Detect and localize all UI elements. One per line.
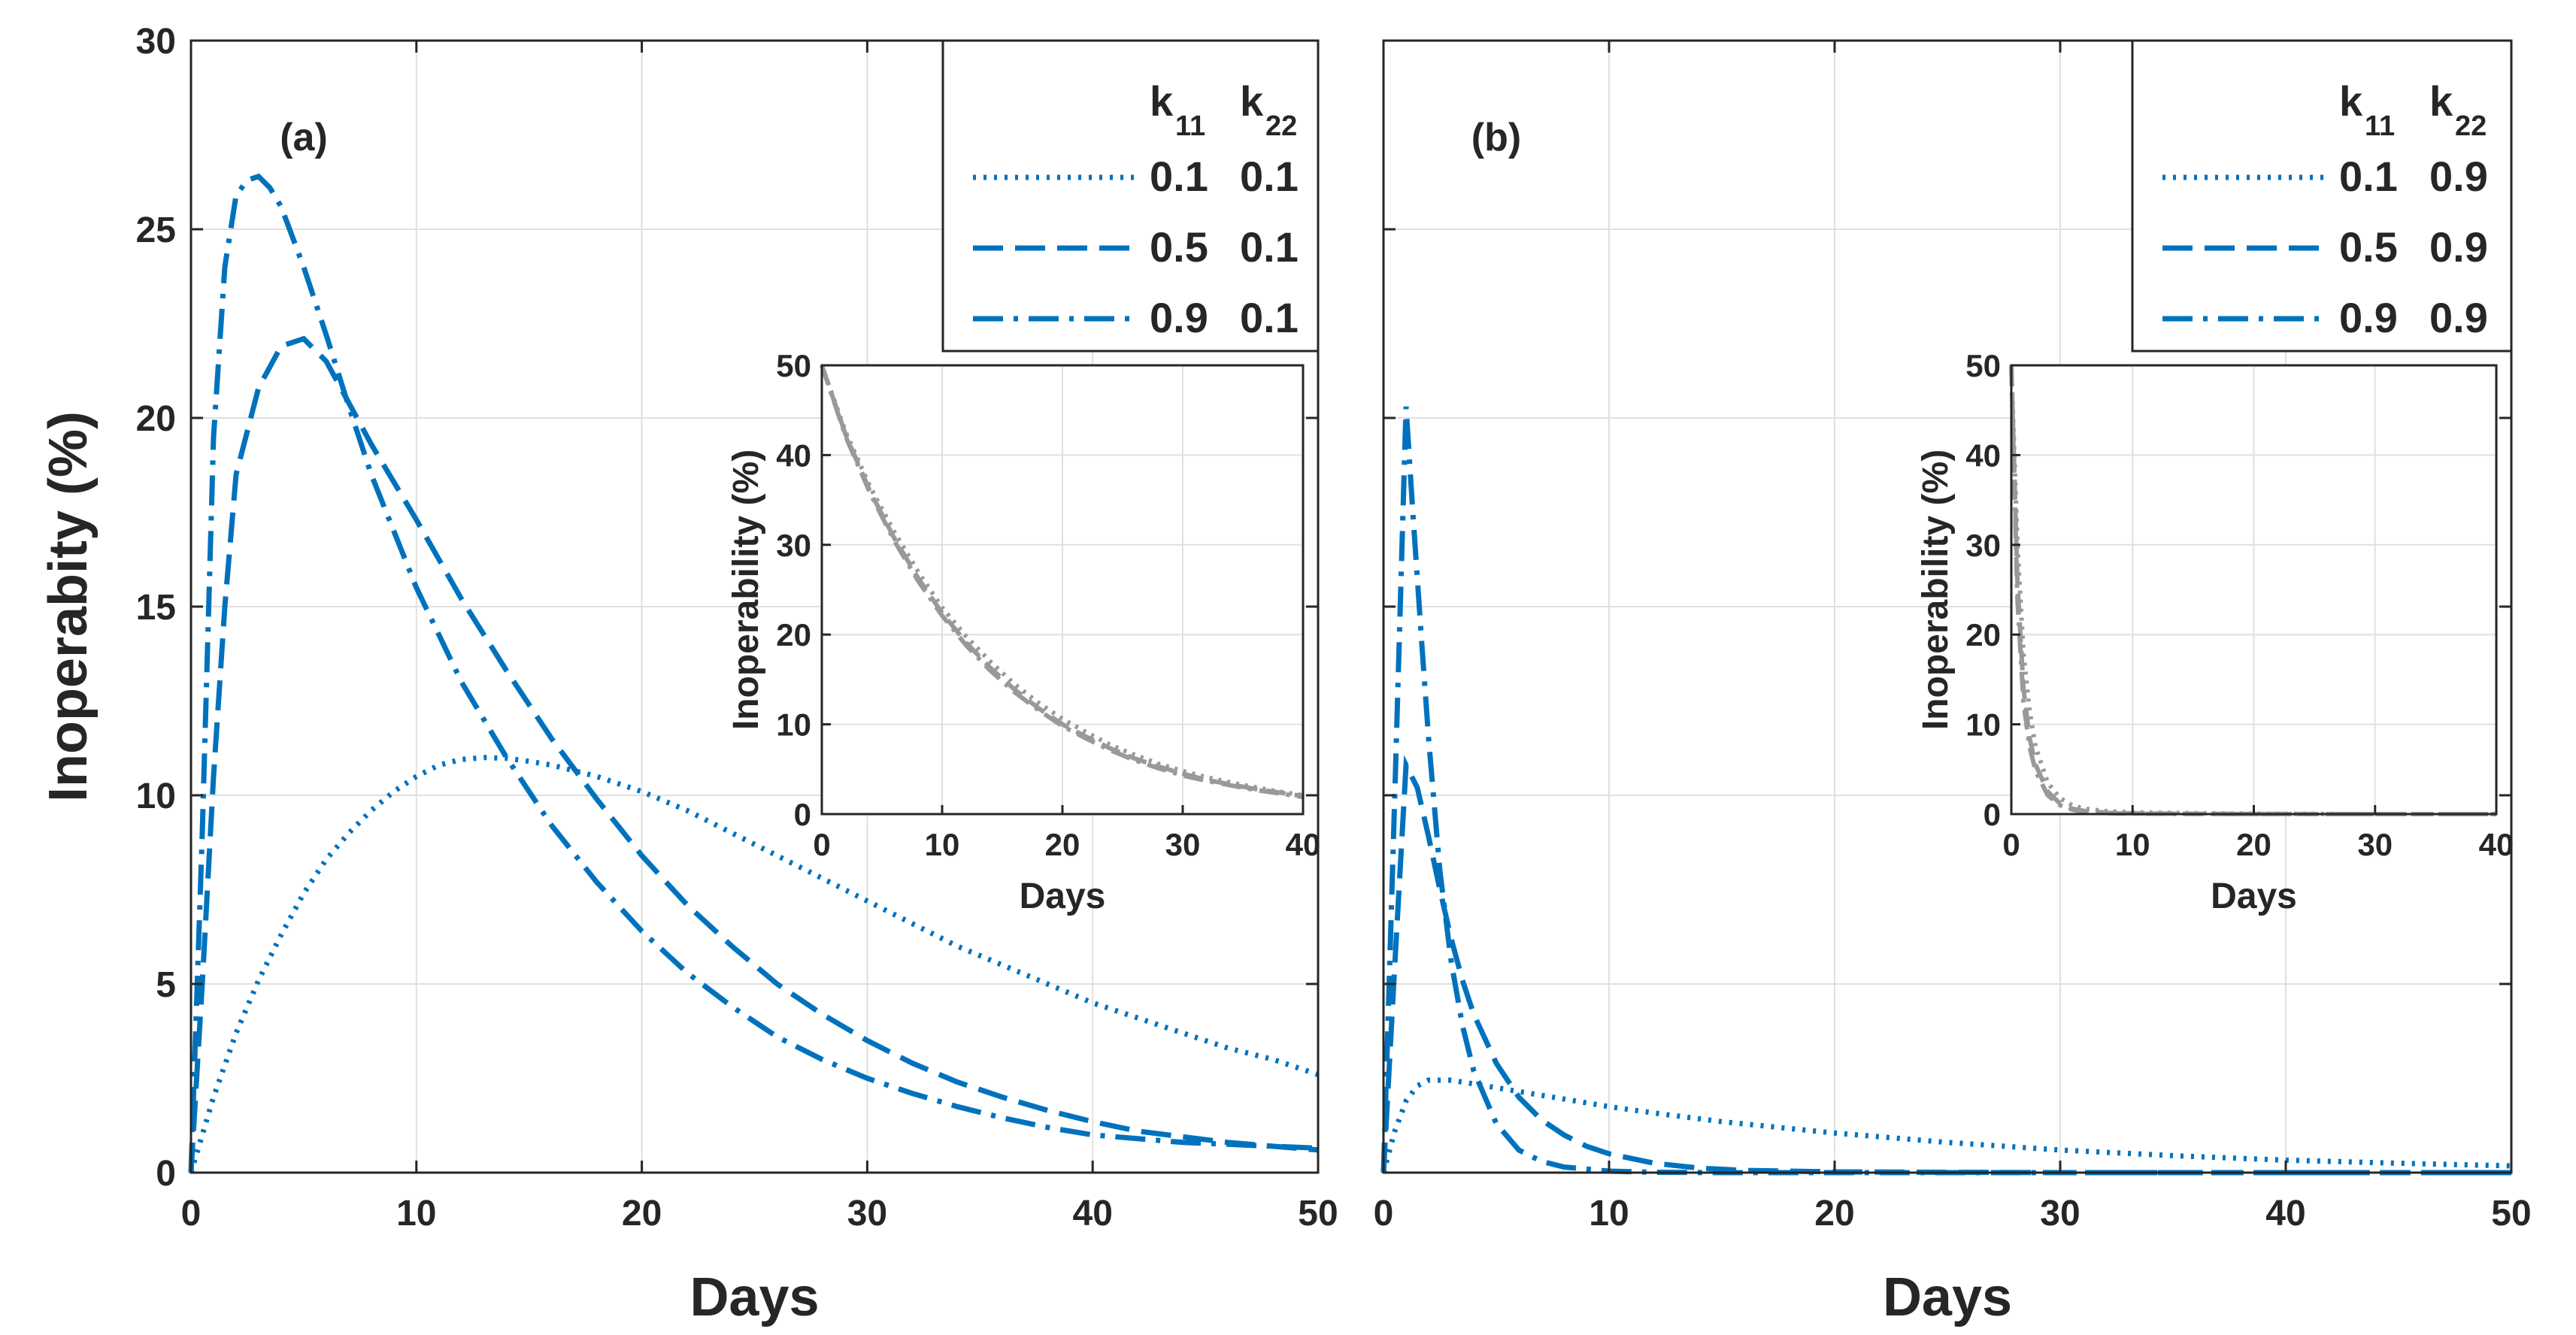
legend-header-sub: 22 [1265,110,1297,142]
y-tick-label: 20 [136,399,176,439]
x-tick-label: 40 [2265,1194,2305,1234]
inset-x-tick-label: 40 [2479,827,2514,862]
legend-box [941,39,1320,353]
x-axis-label: Days [1883,1267,2012,1327]
legend-k11-value: 0.9 [1150,294,1208,341]
inset-x-tick-label: 10 [2115,827,2150,862]
inset-x-tick-label: 30 [2357,827,2393,862]
y-tick-label: 10 [136,776,176,816]
inset-x-tick-label: 20 [2236,827,2271,862]
inset-x-tick-label: 40 [1286,827,1321,862]
legend-header-sub: 22 [2455,110,2487,142]
series-line-dashed [1380,755,2511,1176]
inset-y-tick-label: 30 [1965,528,2001,563]
legend-k22-value: 0.9 [2429,294,2488,341]
inset-y-tick-label: 50 [1965,348,2001,383]
x-tick-label: 50 [1298,1194,1338,1234]
y-tick-label: 5 [156,965,176,1005]
panel-a: 0 10 20 30 40 50 0 5 10 15 20 25 30 Inoperabity (%) Da… [38,22,1338,1327]
x-tick-label: 50 [2491,1194,2531,1234]
legend-box [2131,39,2513,353]
legend-header-sub: 11 [2365,110,2395,142]
y-tick-label: 15 [136,588,176,628]
x-tick-label: 20 [622,1194,662,1234]
inset-chart: 0 10 20 30 40 0 10 20 30 40 50 Days Inoperability (%… [726,348,1320,916]
inset-y-tick-label: 0 [794,797,811,832]
legend-k11-value: 0.5 [1150,223,1208,271]
x-tick-label: 0 [1374,1194,1394,1234]
inset-x-tick-label: 20 [1045,827,1080,862]
x-tick-label: 0 [181,1194,202,1234]
legend-k11-value: 0.9 [2339,294,2398,341]
inset-y-tick-label: 10 [1965,707,2001,743]
legend-k22-value: 0.9 [2429,223,2488,271]
inset-x-axis-label: Days [1020,876,1106,916]
y-tick-label: 30 [136,22,176,62]
inset-y-tick-label: 40 [1965,437,2001,473]
legend-k22-value: 0.1 [1240,153,1299,200]
x-tick-label: 10 [1589,1194,1629,1234]
inset-y-tick-label: 40 [776,437,811,473]
inset-y-tick-label: 20 [776,617,811,652]
inset-y-axis-label: Inoperability (%) [1916,450,1956,730]
inset-y-tick-label: 30 [776,528,811,563]
y-tick-label: 0 [156,1154,176,1194]
legend-k22-value: 0.9 [2429,153,2488,200]
inset-y-tick-label: 50 [776,348,811,383]
inset-series-line-dashdot [820,365,1304,800]
x-tick-label: 10 [396,1194,436,1234]
legend-header-k: k [1150,77,1174,125]
x-tick-label: 30 [847,1194,887,1234]
series-line-dotted [188,755,1320,1174]
panel-label: (b) [1471,116,1521,159]
series-line-dashdot [188,173,1319,1173]
inset-chart: 0 10 20 30 40 0 10 20 30 40 50 Days Inoperability (%… [1916,348,2514,916]
inset-y-tick-label: 20 [1965,617,2001,652]
series-line-dashed [188,335,1319,1173]
legend-header-sub: 11 [1175,110,1205,142]
legend-k11-value: 0.1 [1150,153,1208,200]
inset-y-axis-label: Inoperability (%) [726,450,766,730]
inset-y-tick-label: 10 [776,707,811,743]
legend-header-k: k [2339,77,2363,125]
y-tick-label: 25 [136,210,176,250]
legend-k22-value: 0.1 [1240,294,1299,341]
legend-header-k: k [2429,77,2453,125]
series-line-dotted [1380,1077,2512,1173]
legend-header-k: k [1240,77,1264,125]
panel-label: (a) [280,116,328,159]
legend-k11-value: 0.5 [2339,223,2398,271]
x-tick-label: 30 [2040,1194,2080,1234]
inset-x-tick-label: 30 [1165,827,1201,862]
inset-x-axis-label: Days [2211,876,2297,916]
x-tick-label: 40 [1073,1194,1113,1234]
x-tick-label: 20 [1814,1194,1854,1234]
legend-k11-value: 0.1 [2339,153,2398,200]
inset-x-tick-label: 0 [813,827,830,862]
inset-x-tick-label: 0 [2002,827,2020,862]
inset-x-tick-label: 10 [925,827,960,862]
legend-k22-value: 0.1 [1240,223,1299,271]
y-axis-label: Inoperabity (%) [38,411,98,802]
inset-y-tick-label: 0 [1984,797,2001,832]
x-axis-label: Days [689,1267,819,1327]
